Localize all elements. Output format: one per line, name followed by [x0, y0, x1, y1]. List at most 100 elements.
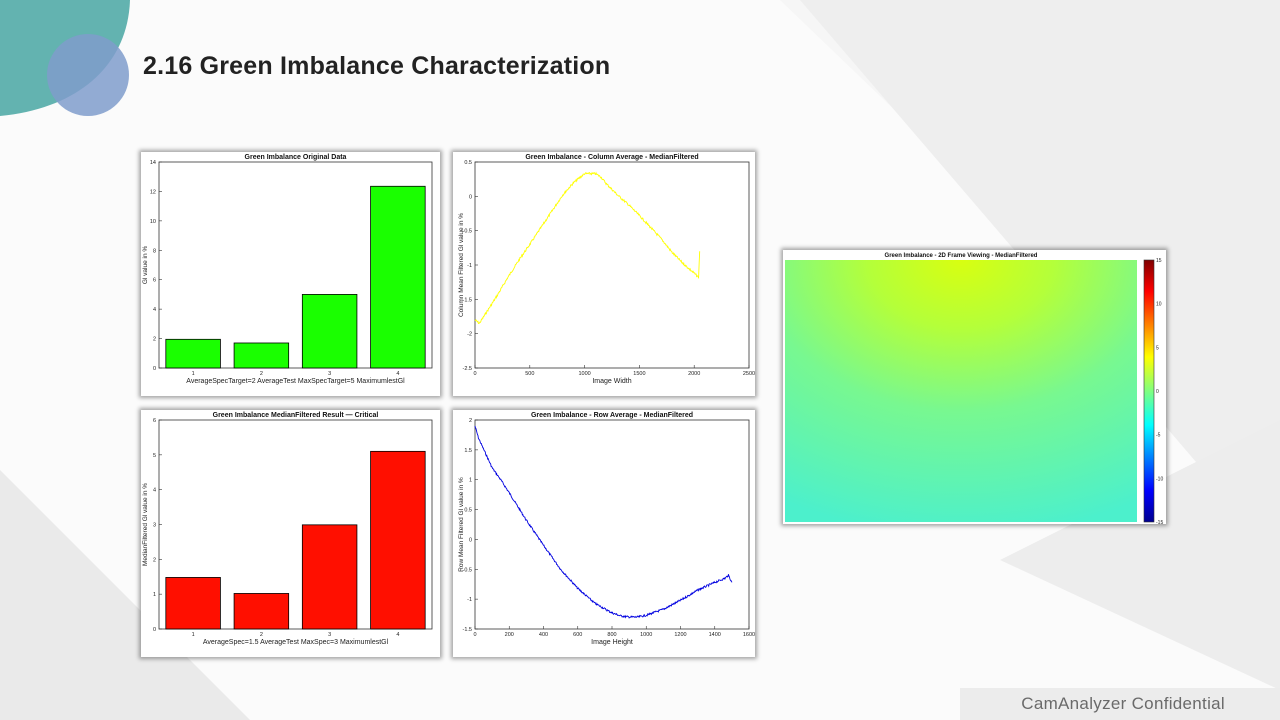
- x-tick-label: 2000: [688, 371, 700, 377]
- chart-column-average-svg: Green Imbalance - Column Average - Media…: [458, 154, 755, 385]
- chart-medianfiltered-result: Green Imbalance MedianFiltered Result — …: [141, 410, 440, 657]
- footer-confidential: CamAnalyzer Confidential: [1021, 694, 1225, 713]
- y-tick-label: 14: [150, 160, 156, 166]
- x-tick-label: 1000: [578, 371, 590, 377]
- plot-area: [474, 419, 750, 630]
- bar: [301, 294, 358, 369]
- x-tick-label: 600: [573, 632, 582, 638]
- y-tick-label: -1.5: [463, 627, 472, 633]
- x-tick-label: 4: [396, 632, 399, 638]
- y-tick-label: -1.5: [463, 297, 472, 303]
- y-tick-label: 8: [153, 248, 156, 254]
- y-tick-label: 0: [469, 194, 472, 200]
- y-tick-label: 6: [153, 418, 156, 424]
- chart-2d-frame: Green Imbalance - 2D Frame Viewing - Med…: [783, 250, 1166, 524]
- y-tick-label: 1: [153, 592, 156, 598]
- x-axis-label: AverageSpec=1.5 AverageTest MaxSpec=3 Ma…: [203, 639, 389, 646]
- x-axis-label: Image Width: [592, 378, 631, 385]
- colorbar-tick-label: -5: [1156, 433, 1161, 439]
- series-line: [474, 425, 733, 619]
- footer-bar: CamAnalyzer Confidential: [960, 688, 1280, 720]
- y-tick-label: 6: [153, 278, 156, 284]
- colorbar-tick-label: 10: [1156, 302, 1162, 308]
- bar: [233, 593, 290, 630]
- y-tick-label: 5: [153, 453, 156, 459]
- chart-2d-frame-svg: Green Imbalance - 2D Frame Viewing - Med…: [785, 253, 1163, 524]
- x-tick-label: 2: [260, 371, 263, 377]
- y-tick-label: -1: [467, 597, 472, 603]
- bar: [233, 342, 290, 369]
- x-tick-label: 1000: [640, 632, 652, 638]
- x-tick-label: 2: [260, 632, 263, 638]
- plot-area: [474, 161, 750, 369]
- colorbar-tick-label: -15: [1156, 520, 1163, 524]
- colorbar-tick-label: -10: [1156, 476, 1163, 482]
- x-axis-label: Image Height: [591, 639, 633, 646]
- y-tick-label: 10: [150, 219, 156, 225]
- colorbar-tick-label: 15: [1156, 258, 1162, 264]
- chart-row-average: Green Imbalance - Row Average - MedianFi…: [453, 410, 755, 657]
- x-tick-label: 1: [192, 371, 195, 377]
- x-tick-label: 0: [473, 632, 476, 638]
- chart-title: Green Imbalance - 2D Frame Viewing - Med…: [885, 253, 1038, 259]
- y-tick-label: 2: [153, 337, 156, 343]
- x-tick-label: 800: [607, 632, 616, 638]
- y-tick-label: 4: [153, 307, 156, 313]
- x-tick-label: 3: [328, 371, 331, 377]
- colorbar-tick-label: 5: [1156, 345, 1159, 351]
- series-line: [474, 171, 701, 325]
- chart-original-data-svg: Green Imbalance Original Data AverageSpec…: [142, 154, 433, 385]
- bar: [370, 450, 426, 630]
- x-tick-label: 2500: [743, 371, 755, 377]
- y-axis-label: MedianFiltered Gl value in %: [142, 483, 149, 566]
- x-axis-label: AverageSpecTarget=2 AverageTest MaxSpecT…: [186, 378, 405, 385]
- x-tick-label: 0: [473, 371, 476, 377]
- chart-medianfiltered-result-svg: Green Imbalance MedianFiltered Result — …: [142, 412, 433, 646]
- y-tick-label: 0: [153, 366, 156, 372]
- bar: [165, 577, 221, 630]
- y-tick-label: 0: [469, 537, 472, 543]
- chart-title: Green Imbalance - Column Average - Media…: [525, 154, 698, 161]
- blue-circle-shape: [47, 34, 129, 116]
- y-tick-label: 0: [153, 627, 156, 633]
- x-tick-label: 4: [396, 371, 399, 377]
- chart-title: Green Imbalance MedianFiltered Result — …: [213, 412, 379, 419]
- y-tick-label: -2: [467, 332, 472, 338]
- y-tick-label: 0.5: [464, 508, 472, 514]
- bar: [301, 524, 358, 630]
- colorbar: [1143, 259, 1155, 523]
- y-axis-label: Gl value in %: [142, 246, 149, 285]
- x-tick-label: 1200: [674, 632, 686, 638]
- y-tick-label: -0.5: [463, 567, 472, 573]
- page-title: 2.16 Green Imbalance Characterization: [143, 52, 611, 80]
- x-tick-label: 1600: [743, 632, 755, 638]
- chart-row-average-svg: Green Imbalance - Row Average - MedianFi…: [458, 412, 755, 646]
- chart-column-average: Green Imbalance - Column Average - Media…: [453, 152, 755, 396]
- y-tick-label: 1.5: [464, 448, 472, 454]
- chart-title: Green Imbalance - Row Average - MedianFi…: [531, 412, 693, 419]
- x-tick-label: 3: [328, 632, 331, 638]
- x-tick-label: 400: [539, 632, 548, 638]
- chart-title: Green Imbalance Original Data: [245, 154, 347, 161]
- y-axis-label: Column Mean Filtered Gl value in %: [458, 213, 465, 317]
- chart-original-data: Green Imbalance Original Data AverageSpec…: [141, 152, 440, 396]
- y-tick-label: -1: [467, 263, 472, 269]
- x-tick-label: 200: [505, 632, 514, 638]
- y-tick-label: 3: [153, 523, 156, 529]
- y-tick-label: -0.5: [463, 229, 472, 235]
- y-tick-label: 12: [150, 189, 156, 195]
- bar: [370, 185, 426, 369]
- y-axis-label: Row Mean Filtered Gl value in %: [458, 477, 465, 572]
- y-tick-label: 2: [153, 557, 156, 563]
- colorbar-tick-label: 0: [1156, 389, 1159, 395]
- y-tick-label: -2.5: [463, 366, 472, 372]
- bar: [165, 338, 221, 369]
- x-tick-label: 1500: [633, 371, 645, 377]
- heatmap-image: [785, 260, 1137, 522]
- y-tick-label: 1: [469, 478, 472, 484]
- x-tick-label: 500: [525, 371, 534, 377]
- y-tick-label: 4: [153, 488, 156, 494]
- y-tick-label: 0.5: [464, 160, 472, 166]
- x-tick-label: 1: [192, 632, 195, 638]
- x-tick-label: 1400: [709, 632, 721, 638]
